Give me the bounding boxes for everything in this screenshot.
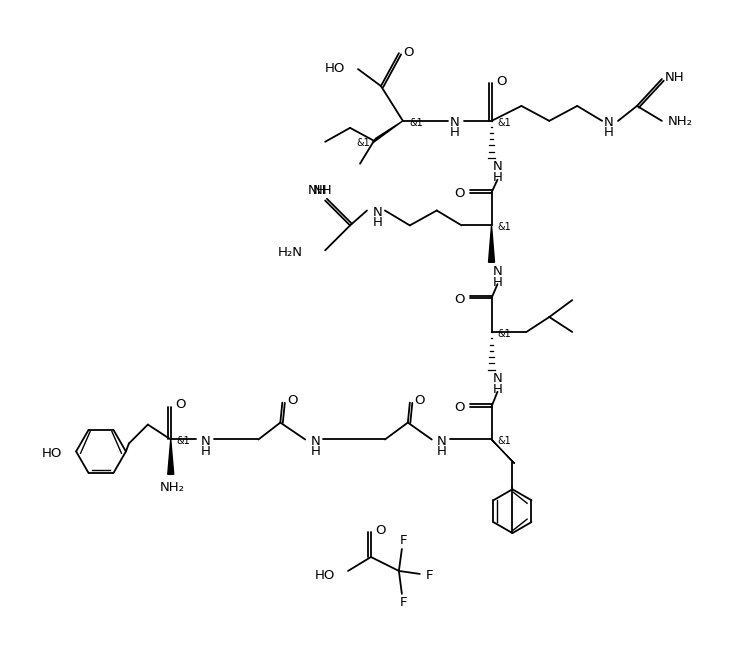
Text: &1: &1 [498, 118, 512, 128]
Text: O: O [287, 394, 297, 407]
Text: NH₂: NH₂ [160, 481, 185, 494]
Text: &1: &1 [498, 223, 512, 232]
Text: NH₂: NH₂ [667, 115, 692, 128]
Text: NH: NH [313, 184, 332, 197]
Text: HO: HO [42, 447, 62, 460]
Text: N: N [450, 116, 459, 129]
Polygon shape [168, 439, 174, 474]
Text: N: N [373, 206, 383, 219]
Text: N: N [493, 160, 502, 173]
Text: N: N [604, 116, 614, 129]
Text: N: N [200, 435, 211, 448]
Text: O: O [454, 401, 465, 414]
Polygon shape [492, 439, 515, 463]
Text: &1: &1 [498, 437, 512, 446]
Text: NH: NH [308, 184, 327, 197]
Text: O: O [454, 292, 465, 305]
Text: &1: &1 [356, 138, 370, 148]
Text: HO: HO [324, 61, 345, 74]
Polygon shape [372, 121, 403, 143]
Text: H: H [493, 171, 503, 184]
Text: N: N [310, 435, 320, 448]
Text: F: F [400, 534, 407, 547]
Text: &1: &1 [498, 329, 512, 339]
Text: O: O [376, 523, 386, 536]
Text: O: O [496, 74, 506, 87]
Text: NH: NH [665, 71, 685, 83]
Text: N: N [437, 435, 446, 448]
Text: H: H [437, 445, 447, 458]
Text: H: H [373, 216, 383, 229]
Text: H: H [493, 276, 503, 289]
Text: N: N [493, 265, 502, 278]
Text: HO: HO [315, 569, 335, 582]
Text: H: H [450, 126, 459, 139]
Text: H₂N: H₂N [278, 246, 303, 259]
Text: &1: &1 [409, 118, 423, 128]
Polygon shape [489, 225, 495, 262]
Text: O: O [454, 187, 465, 200]
Text: O: O [404, 46, 414, 59]
Text: O: O [175, 398, 186, 411]
Text: H: H [493, 383, 503, 396]
Text: F: F [400, 597, 407, 609]
Text: &1: &1 [177, 437, 191, 446]
Text: O: O [415, 394, 425, 407]
Text: H: H [310, 445, 320, 458]
Text: H: H [604, 126, 614, 139]
Text: F: F [426, 569, 434, 582]
Text: N: N [493, 372, 502, 385]
Text: H: H [200, 445, 211, 458]
